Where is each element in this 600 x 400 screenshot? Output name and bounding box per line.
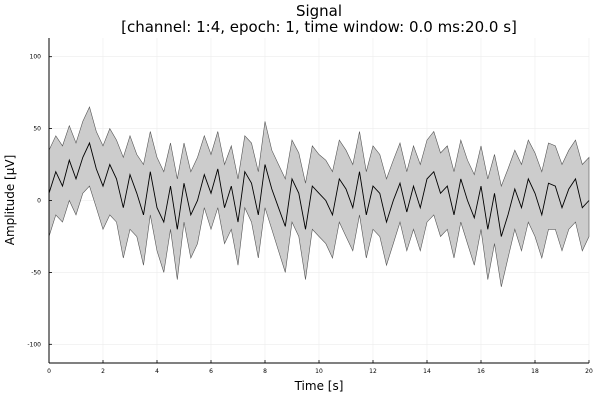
mean-line — [48, 141, 590, 237]
range-band — [48, 106, 590, 287]
chart-subtitle: [channel: 1:4, epoch: 1, time window: 0.… — [121, 18, 517, 36]
x-axis-label: Time [s] — [294, 379, 344, 393]
x-tick-label: 16 — [477, 368, 485, 375]
y-tick-label: -100 — [27, 341, 41, 348]
x-tick-label: 2 — [101, 368, 105, 375]
range-band-area — [48, 106, 590, 287]
x-tick-label: 4 — [155, 368, 159, 375]
y-tick-labels: -100 -50 0 50 100 — [27, 54, 41, 349]
y-tick-label: 100 — [30, 54, 42, 61]
x-tick-labels: 0 2 4 6 8 10 12 14 16 18 20 — [47, 368, 593, 375]
x-tick-label: 14 — [423, 368, 431, 375]
y-axis-label: Amplitude [μV] — [3, 155, 17, 246]
x-tick-label: 18 — [531, 368, 539, 375]
y-tick-label: 50 — [33, 126, 41, 133]
y-tick-label: 0 — [37, 198, 41, 205]
signal-line — [48, 141, 590, 237]
chart-title: Signal — [296, 2, 342, 20]
x-tick-label: 10 — [315, 368, 323, 375]
x-tick-label: 12 — [369, 368, 377, 375]
y-tick-label: -50 — [31, 269, 41, 276]
x-tick-label: 8 — [263, 368, 267, 375]
x-tick-label: 20 — [585, 368, 593, 375]
x-tick-label: 0 — [47, 368, 51, 375]
x-tick-label: 6 — [209, 368, 213, 375]
axes — [48, 38, 590, 364]
